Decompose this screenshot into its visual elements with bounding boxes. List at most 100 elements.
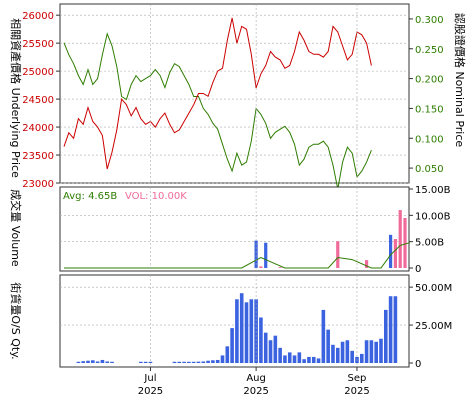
os-qty-bar-62	[359, 353, 364, 363]
price-right-tick-label-5: 0.050	[415, 164, 444, 175]
os-qty-bar-25	[182, 361, 186, 363]
volume-bar-9	[403, 217, 407, 268]
os-qty-bar-41	[259, 317, 263, 363]
price-left-tick-label-3: 24500	[22, 95, 54, 106]
price-right-tick-label-4: 0.100	[415, 134, 444, 145]
os-qty-bar-63	[364, 340, 369, 363]
os-qty-bar-52	[311, 356, 316, 363]
os-qty-bar-38	[244, 302, 249, 363]
os-qty-bar-29	[201, 361, 206, 363]
os-qty-bar-7	[95, 361, 100, 363]
volume-tick-label-1: 10.00B	[415, 211, 451, 222]
price-left-tick-label-4: 24000	[22, 123, 54, 134]
os-qty-axis: 50.00M 25.00M 0	[409, 283, 452, 370]
os-qty-bar-68	[388, 296, 393, 363]
volume-bar-5	[364, 260, 369, 268]
os-qty-bar-59	[345, 340, 350, 363]
x-tick-label-1: Aug	[246, 373, 266, 384]
os-qty-bar-67	[383, 309, 388, 363]
os-qty-tick-label-0: 50.00M	[415, 283, 452, 294]
os-qty-bar-37	[239, 293, 244, 363]
os-qty-bar-65	[374, 341, 378, 363]
price-panel: 26000 25500 25000 24500 24000 23500 23000 0.30…	[9, 3, 467, 190]
os-qty-bar-50	[302, 359, 306, 363]
volume-bar-8	[398, 210, 402, 268]
price-right-tick-label-0: 0.300	[415, 15, 444, 26]
os-qty-bar-34	[225, 346, 230, 363]
os-qty-bar-66	[379, 338, 383, 363]
os-qty-bar-10	[110, 361, 114, 363]
os-qty-bar-48	[292, 355, 297, 363]
volume-tick-label-3: 0	[415, 264, 421, 275]
nominal-ylabel: 認股證價格 Nominal Price	[453, 13, 467, 148]
volume-tick-label-0: 15.00B	[415, 185, 451, 196]
price-left-axis: 26000 25500 25000 24500 24000 23500 23000	[22, 11, 60, 190]
volume-ylabel: 成交量 Volume	[9, 189, 23, 267]
os-qty-bar-36	[235, 299, 239, 363]
os-qty-bar-9	[105, 361, 110, 363]
price-left-tick-label-0: 26000	[22, 11, 54, 22]
os-qty-bar-53	[316, 358, 321, 363]
volume-bar-4	[336, 241, 340, 268]
volume-avg-line	[64, 242, 410, 269]
os-qty-bar-27	[191, 361, 196, 363]
os-qty-bar-8	[100, 359, 105, 363]
os-qty-bar-5	[86, 360, 90, 363]
volume-bar-3	[278, 267, 282, 268]
nominal-price-line	[63, 32, 372, 190]
os-qty-bar-39	[249, 299, 254, 363]
price-right-tick-label-1: 0.250	[415, 45, 444, 56]
os-qty-bar-17	[143, 361, 148, 363]
os-qty-panel-frame	[59, 274, 410, 368]
os-qty-bar-55	[326, 329, 330, 363]
x-tick-label-0: Jul	[143, 373, 156, 384]
price-left-tick-label-1: 25500	[22, 39, 54, 50]
x-tick-year-0: 2025	[138, 386, 163, 397]
underlying-price-line	[63, 17, 372, 170]
os-qty-bar-33	[220, 355, 225, 363]
x-tick-label-2: Sep	[348, 373, 367, 384]
os-qty-bar-42	[263, 332, 268, 363]
os-qty-bar-57	[335, 347, 340, 363]
volume-axis: 15.00B 10.00B 5.00B 0	[409, 185, 451, 275]
os-qty-bar-3	[76, 361, 81, 363]
volume-bar-2	[264, 242, 268, 268]
os-qty-bar-56	[331, 344, 335, 363]
x-axis: Jul 2025 Aug 2025 Sep 2025	[138, 4, 370, 397]
volume-panel: 15.00B 10.00B 5.00B 0 Avg: 4.65B VOL: 10.00…	[9, 185, 451, 275]
os-qty-bar-32	[215, 359, 220, 363]
volume-bar-7	[393, 239, 397, 268]
os-qty-bar-24	[177, 361, 182, 363]
os-qty-bar-44	[273, 335, 278, 363]
volume-bar-1	[259, 266, 263, 268]
os-qty-bar-26	[187, 361, 191, 363]
os-qty-bar-58	[340, 341, 345, 363]
os-qty-tick-label-2: 0	[415, 359, 421, 370]
price-right-tick-label-3: 0.150	[415, 104, 444, 115]
os-qty-tick-label-1: 25.00M	[415, 321, 452, 332]
os-qty-bar-64	[369, 340, 374, 363]
x-tick-year-2: 2025	[344, 386, 369, 397]
volume-panel-frame	[59, 186, 410, 272]
os-qty-bar-23	[172, 361, 177, 363]
os-qty-bar-46	[283, 355, 287, 363]
os-qty-bar-54	[321, 309, 326, 363]
volume-legend-vol: VOL: 10.00K	[125, 191, 187, 202]
os-qty-bar-16	[139, 361, 143, 363]
volume-bar-0	[254, 240, 258, 268]
underlying-ylabel: 相關資產價格 Underlying Price	[9, 18, 23, 178]
price-right-axis: 0.300 0.250 0.200 0.150 0.100 0.050	[409, 15, 444, 175]
os-qty-bar-51	[307, 356, 311, 363]
os-qty-bar-35	[230, 328, 234, 363]
os-qty-bar-31	[211, 360, 215, 363]
price-right-tick-label-2: 0.200	[415, 75, 444, 86]
price-left-tick-label-2: 25000	[22, 67, 54, 78]
price-left-tick-label-6: 23000	[22, 179, 54, 190]
volume-legend-avg: Avg: 4.65B	[63, 191, 117, 202]
price-left-tick-label-5: 23500	[22, 151, 54, 162]
os-qty-bar-60	[350, 350, 354, 363]
volume-bar-6	[388, 234, 393, 268]
os-qty-bar-69	[393, 296, 398, 363]
